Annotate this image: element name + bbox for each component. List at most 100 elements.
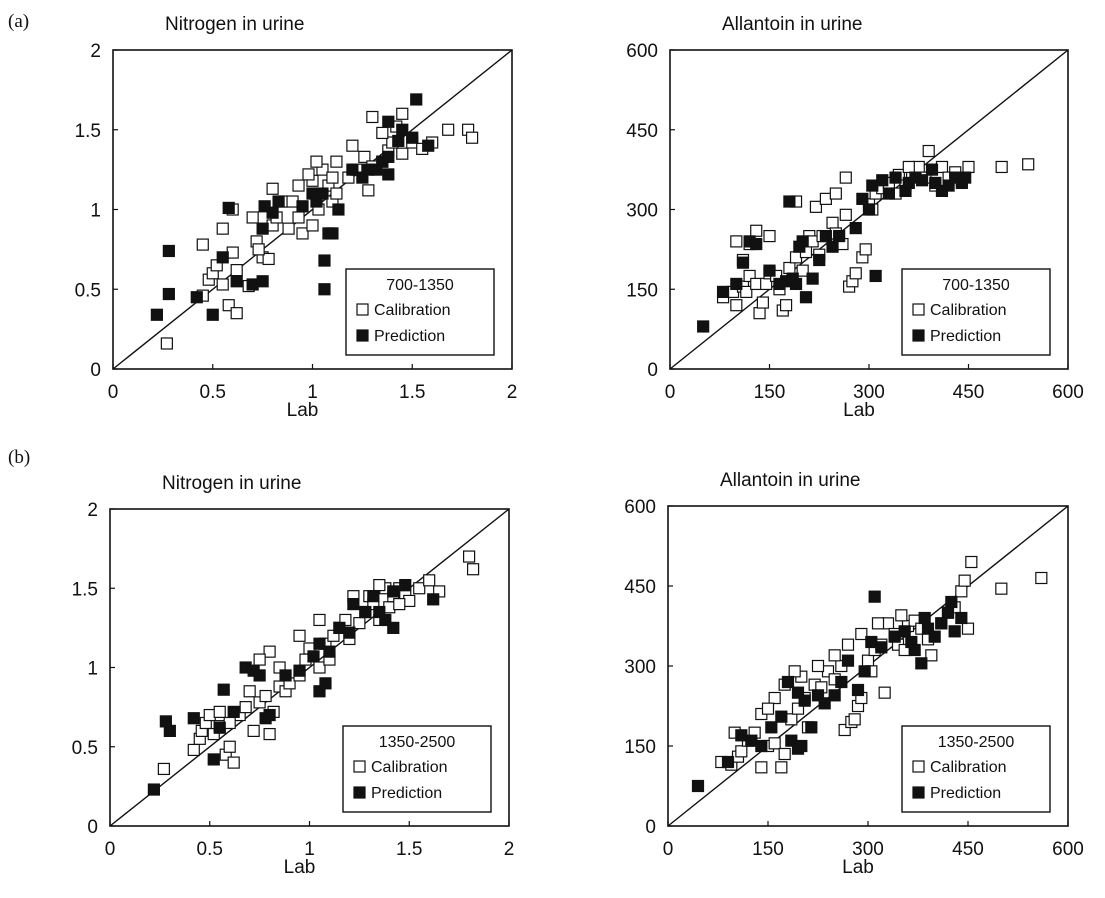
legend-prediction-marker xyxy=(356,329,369,342)
calibration-point xyxy=(423,574,436,587)
prediction-point xyxy=(796,235,809,248)
legend-calibration-marker xyxy=(912,760,925,773)
legend-calibration-label: Calibration xyxy=(374,302,450,319)
calibration-point xyxy=(239,701,252,714)
calibration-point xyxy=(961,622,975,635)
prediction-point xyxy=(347,597,360,611)
y-tick-label: 1.5 xyxy=(75,121,101,142)
calibration-point xyxy=(413,582,426,595)
legend-prediction-marker xyxy=(353,786,366,799)
prediction-point xyxy=(326,227,339,240)
calibration-point xyxy=(755,761,768,774)
prediction-point xyxy=(798,694,811,707)
prediction-point xyxy=(806,272,819,285)
prediction-point xyxy=(253,669,266,682)
calibration-point xyxy=(263,727,276,741)
prediction-point xyxy=(332,203,345,216)
calibration-point xyxy=(243,685,256,698)
legend-title: 1350-2500 xyxy=(938,734,1015,751)
prediction-point xyxy=(833,229,846,243)
prediction-point xyxy=(915,174,929,187)
calibration-point xyxy=(353,617,366,630)
calibration-point xyxy=(313,661,326,674)
legend-prediction-label: Prediction xyxy=(930,785,1001,802)
calibration-point xyxy=(783,261,796,275)
calibration-point xyxy=(247,724,260,738)
legend: 700-1350 Calibration Prediction xyxy=(901,268,1051,356)
legend-box xyxy=(901,725,1051,813)
calibration-point xyxy=(330,187,343,200)
x-tick-label: 300 xyxy=(852,839,884,860)
prediction-point xyxy=(382,150,395,163)
prediction-point xyxy=(256,275,269,288)
x-tick-label: 600 xyxy=(1052,382,1084,403)
calibration-point xyxy=(730,235,743,248)
prediction-point xyxy=(876,174,889,187)
y-tick-label: 0 xyxy=(647,360,658,381)
prediction-point xyxy=(427,593,440,606)
prediction-point xyxy=(750,237,763,251)
calibration-point xyxy=(861,654,875,667)
calibration-point xyxy=(902,160,915,174)
prediction-point xyxy=(736,256,750,269)
prediction-point xyxy=(811,689,825,702)
prediction-point xyxy=(716,285,730,299)
calibration-point xyxy=(223,716,236,730)
prediction-point xyxy=(318,254,331,267)
prediction-point xyxy=(955,176,968,190)
calibration-point xyxy=(216,278,229,291)
legend-calibration-marker xyxy=(912,303,925,316)
calibration-point xyxy=(740,285,753,299)
x-tick-label: 150 xyxy=(752,839,784,860)
calibration-point xyxy=(227,756,240,769)
calibration-point xyxy=(809,200,823,213)
legend-title: 700-1350 xyxy=(942,277,1010,294)
calibration-point xyxy=(263,645,276,658)
calibration-point xyxy=(962,160,975,174)
chart-a-nitrogen: Nitrogen in urine 0 0.5 1 1.5 2 0 0.5 1 1.5 2 Lab 70… xyxy=(75,14,518,421)
prediction-point xyxy=(162,287,175,301)
x-tick-label: 300 xyxy=(853,382,885,403)
x-axis-label: Lab xyxy=(284,857,316,878)
legend-box xyxy=(901,268,1051,356)
prediction-point xyxy=(266,206,279,219)
legend-box xyxy=(345,268,495,356)
prediction-point xyxy=(333,621,346,634)
identity-line xyxy=(109,508,510,827)
calibration-point xyxy=(829,187,842,200)
prediction-point xyxy=(789,277,803,291)
calibration-point xyxy=(839,171,852,184)
prediction-point xyxy=(150,308,163,321)
calibration-point xyxy=(466,563,480,576)
calibration-point xyxy=(246,211,259,224)
y-tick-label: 600 xyxy=(624,497,656,518)
prediction-point xyxy=(915,657,928,670)
calibration-point xyxy=(849,267,862,280)
legend: 1350-2500 Calibration Prediction xyxy=(342,725,492,813)
calibration-point xyxy=(466,131,479,144)
calibration-point xyxy=(753,307,766,320)
calibration-point xyxy=(841,638,855,651)
x-tick-label: 0 xyxy=(105,839,116,860)
prediction-point xyxy=(921,622,935,635)
calibration-point xyxy=(796,264,809,277)
prediction-point xyxy=(858,665,871,678)
prediction-point xyxy=(745,734,758,747)
prediction-point xyxy=(888,630,901,643)
legend-calibration-label: Calibration xyxy=(930,759,1006,776)
prediction-point xyxy=(935,617,948,630)
legend-prediction-marker xyxy=(912,329,925,342)
calibration-point xyxy=(828,649,841,662)
prediction-point xyxy=(293,664,306,677)
prediction-point xyxy=(941,606,955,619)
y-tick-label: 0 xyxy=(87,817,98,838)
x-axis-label: Lab xyxy=(842,857,874,878)
calibration-point xyxy=(196,238,209,251)
prediction-point xyxy=(307,650,320,663)
prediction-point xyxy=(258,200,271,213)
prediction-point xyxy=(313,637,326,650)
prediction-point xyxy=(319,677,332,690)
calibration-point xyxy=(1035,571,1048,585)
legend-title: 1350-2500 xyxy=(379,734,456,751)
x-tick-label: 1.5 xyxy=(399,382,425,403)
